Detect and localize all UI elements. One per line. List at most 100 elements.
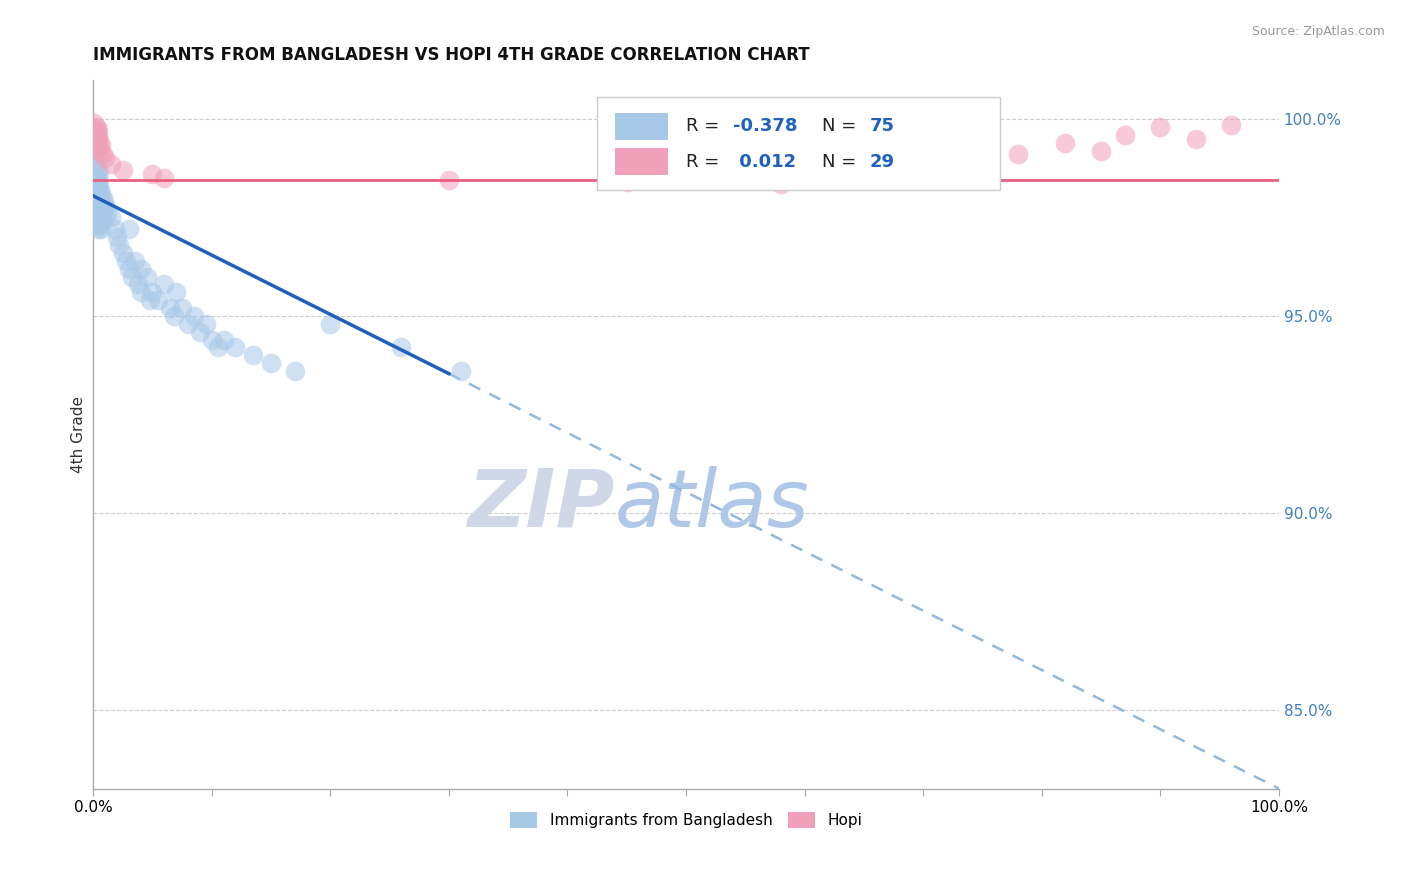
Text: Source: ZipAtlas.com: Source: ZipAtlas.com bbox=[1251, 25, 1385, 38]
Point bbox=[87, 139, 110, 153]
Point bbox=[124, 253, 146, 268]
Point bbox=[84, 126, 107, 140]
Point bbox=[87, 199, 110, 213]
Point bbox=[391, 341, 413, 355]
Point bbox=[86, 206, 108, 220]
Point bbox=[121, 269, 143, 284]
Point bbox=[90, 186, 112, 201]
Point bbox=[163, 309, 186, 323]
Point bbox=[183, 309, 205, 323]
Point bbox=[84, 120, 107, 134]
Text: 29: 29 bbox=[870, 153, 894, 171]
Text: N =: N = bbox=[823, 118, 862, 136]
Point bbox=[87, 202, 110, 217]
Point bbox=[450, 364, 472, 378]
Point bbox=[284, 364, 307, 378]
Point bbox=[177, 317, 200, 331]
Point bbox=[91, 147, 114, 161]
Point bbox=[141, 285, 163, 300]
Point bbox=[84, 171, 107, 186]
Point bbox=[96, 206, 118, 220]
Point bbox=[207, 341, 229, 355]
Point bbox=[90, 222, 112, 236]
Point bbox=[87, 134, 110, 148]
Point bbox=[83, 116, 105, 130]
Point bbox=[89, 183, 111, 197]
Point bbox=[94, 152, 117, 166]
Point bbox=[87, 167, 110, 181]
Point bbox=[118, 261, 141, 276]
Point bbox=[139, 293, 162, 308]
Point bbox=[129, 285, 152, 300]
Point bbox=[86, 129, 108, 144]
Point bbox=[84, 206, 107, 220]
Point bbox=[87, 121, 110, 136]
Point bbox=[1220, 118, 1243, 132]
Point bbox=[86, 183, 108, 197]
Point bbox=[89, 194, 111, 209]
Point bbox=[83, 161, 105, 176]
Point bbox=[1054, 136, 1077, 150]
Point bbox=[148, 293, 170, 308]
Point bbox=[87, 186, 110, 201]
Point bbox=[1007, 147, 1029, 161]
Point bbox=[242, 348, 264, 362]
Point bbox=[87, 128, 110, 142]
Point bbox=[194, 317, 217, 331]
Point bbox=[87, 175, 110, 189]
Point bbox=[1114, 128, 1136, 142]
Point bbox=[1090, 144, 1112, 158]
Point bbox=[135, 269, 157, 284]
Point bbox=[84, 183, 107, 197]
Point bbox=[172, 301, 194, 315]
Point bbox=[90, 211, 112, 225]
Point bbox=[90, 199, 112, 213]
Point bbox=[105, 230, 128, 244]
Point bbox=[86, 171, 108, 186]
Point bbox=[188, 325, 211, 339]
Text: N =: N = bbox=[823, 153, 862, 171]
Point bbox=[115, 253, 138, 268]
Text: -0.378: -0.378 bbox=[734, 118, 799, 136]
Point bbox=[91, 202, 114, 217]
FancyBboxPatch shape bbox=[614, 113, 668, 140]
Point bbox=[91, 191, 114, 205]
Point bbox=[90, 137, 112, 152]
Point bbox=[437, 173, 460, 187]
Point bbox=[153, 171, 176, 186]
Point bbox=[83, 149, 105, 163]
Point bbox=[87, 179, 110, 194]
Point bbox=[948, 161, 970, 176]
Point bbox=[86, 219, 108, 233]
Point bbox=[129, 261, 152, 276]
Point bbox=[103, 222, 125, 236]
Point bbox=[165, 285, 187, 300]
Point bbox=[84, 194, 107, 209]
Point bbox=[89, 219, 111, 233]
Point bbox=[889, 169, 911, 183]
Point bbox=[769, 177, 792, 191]
Point bbox=[212, 333, 235, 347]
Point bbox=[100, 157, 122, 171]
Point bbox=[1149, 120, 1171, 134]
Point bbox=[260, 356, 283, 370]
Text: IMMIGRANTS FROM BANGLADESH VS HOPI 4TH GRADE CORRELATION CHART: IMMIGRANTS FROM BANGLADESH VS HOPI 4TH G… bbox=[93, 46, 810, 64]
Point bbox=[86, 124, 108, 138]
Legend: Immigrants from Bangladesh, Hopi: Immigrants from Bangladesh, Hopi bbox=[503, 805, 869, 834]
Text: atlas: atlas bbox=[614, 466, 810, 544]
Point bbox=[118, 222, 141, 236]
Text: 0.012: 0.012 bbox=[734, 153, 797, 171]
Point bbox=[87, 211, 110, 225]
Point bbox=[94, 199, 117, 213]
Point bbox=[93, 194, 115, 209]
Point bbox=[111, 163, 134, 178]
FancyBboxPatch shape bbox=[598, 97, 1000, 189]
Point bbox=[86, 194, 108, 209]
Point bbox=[94, 211, 117, 225]
Point bbox=[84, 139, 107, 153]
Point bbox=[111, 246, 134, 260]
Point bbox=[87, 191, 110, 205]
Y-axis label: 4th Grade: 4th Grade bbox=[72, 395, 86, 473]
Point bbox=[108, 238, 131, 252]
Text: R =: R = bbox=[686, 118, 725, 136]
